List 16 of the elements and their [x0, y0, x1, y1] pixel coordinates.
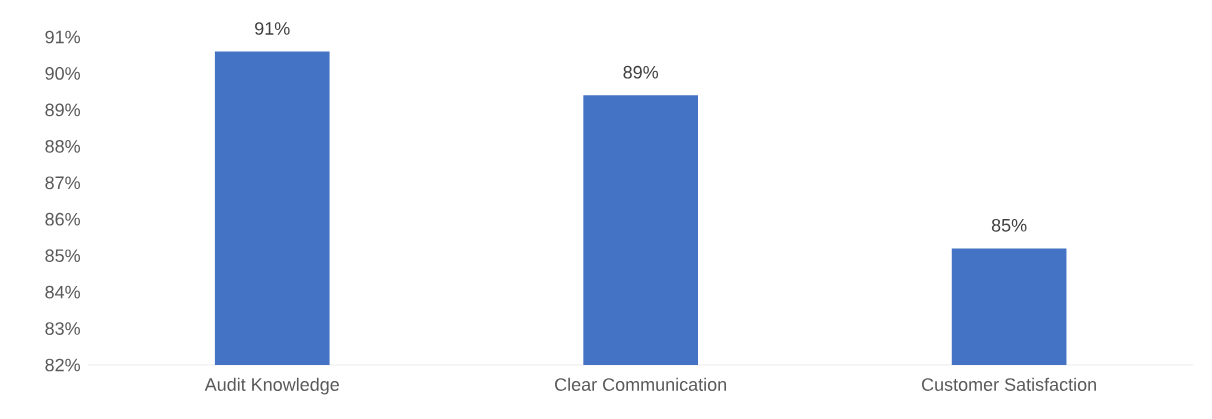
- y-tick-label: 90%: [45, 67, 80, 80]
- y-tick-label: 82%: [45, 358, 80, 372]
- data-label: 91%: [255, 22, 290, 35]
- y-tick-label: 91%: [45, 30, 80, 44]
- y-tick-label: 89%: [45, 103, 80, 117]
- data-label: 89%: [623, 65, 659, 79]
- y-tick-label: 84%: [45, 285, 80, 299]
- x-tick-label: Clear Communication: [555, 377, 726, 391]
- x-tick-label: Audit Knowledge: [204, 377, 339, 395]
- y-tick-label: 83%: [45, 322, 80, 335]
- y-tick-label: 86%: [45, 212, 80, 226]
- data-label: 85%: [991, 218, 1027, 232]
- y-tick-label: 85%: [45, 249, 80, 263]
- y-tick-label: 87%: [45, 176, 80, 190]
- y-tick-label: 88%: [45, 139, 80, 153]
- x-tick-label: Customer Satisfaction: [922, 377, 1096, 391]
